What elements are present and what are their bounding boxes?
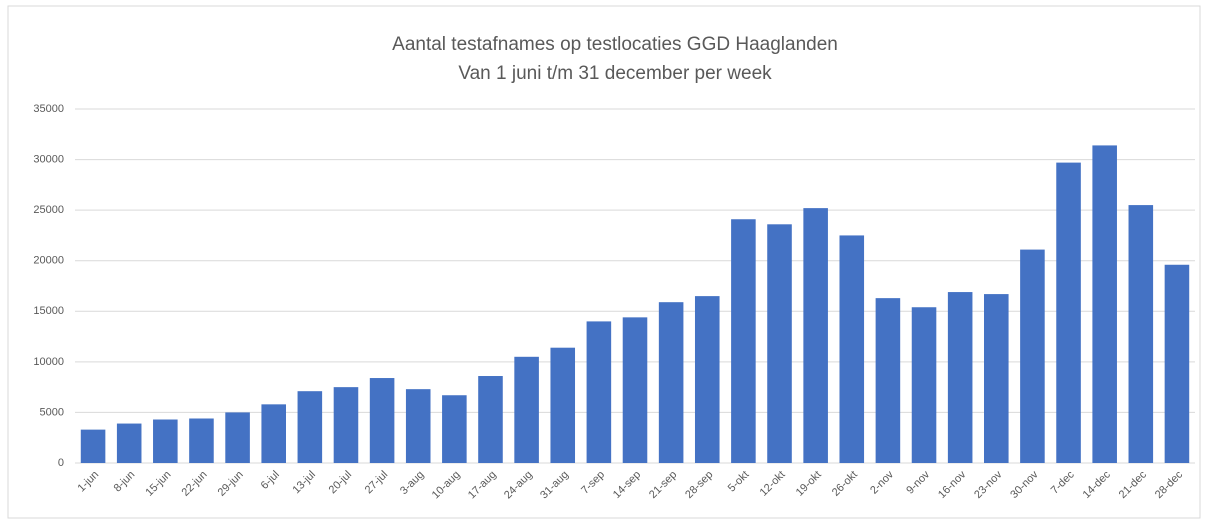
y-tick-label: 0: [58, 457, 64, 469]
bar: [297, 391, 323, 463]
bar: [442, 395, 467, 463]
bar: [189, 418, 214, 463]
bar: [514, 356, 539, 463]
bar: [1128, 205, 1154, 464]
bar: [803, 208, 828, 463]
y-tick-label: 30000: [33, 153, 64, 165]
y-tick-label: 5000: [40, 406, 64, 418]
bar: [839, 235, 865, 463]
bar: [1092, 145, 1117, 463]
bar: [622, 317, 648, 463]
bar: [1056, 162, 1081, 463]
bar: [658, 302, 684, 463]
bar: [911, 307, 937, 463]
bar: [225, 412, 250, 463]
y-tick-label: 10000: [33, 356, 64, 368]
bar: [1020, 249, 1045, 463]
bar: [116, 423, 142, 463]
bar: [731, 219, 756, 463]
y-tick-label: 20000: [33, 255, 64, 267]
bar: [405, 389, 431, 463]
bar: [875, 298, 901, 463]
y-tick-label: 35000: [33, 103, 64, 115]
bar: [694, 296, 720, 463]
bar: [478, 376, 503, 463]
bar: [153, 419, 178, 463]
bar: [261, 404, 286, 463]
y-tick-label: 25000: [33, 204, 64, 216]
y-tick-label: 15000: [33, 305, 64, 317]
bar: [550, 347, 576, 463]
bar: [767, 224, 792, 463]
bar: [947, 292, 973, 463]
bar: [333, 387, 359, 463]
chart-subtitle: Van 1 juni t/m 31 december per week: [458, 63, 772, 84]
bar: [369, 378, 395, 463]
bar: [984, 294, 1009, 463]
bar: [1164, 264, 1190, 463]
chart-title: Aantal testafnames op testlocaties GGD H…: [392, 34, 838, 55]
bar: [586, 321, 612, 463]
bar: [80, 429, 106, 463]
